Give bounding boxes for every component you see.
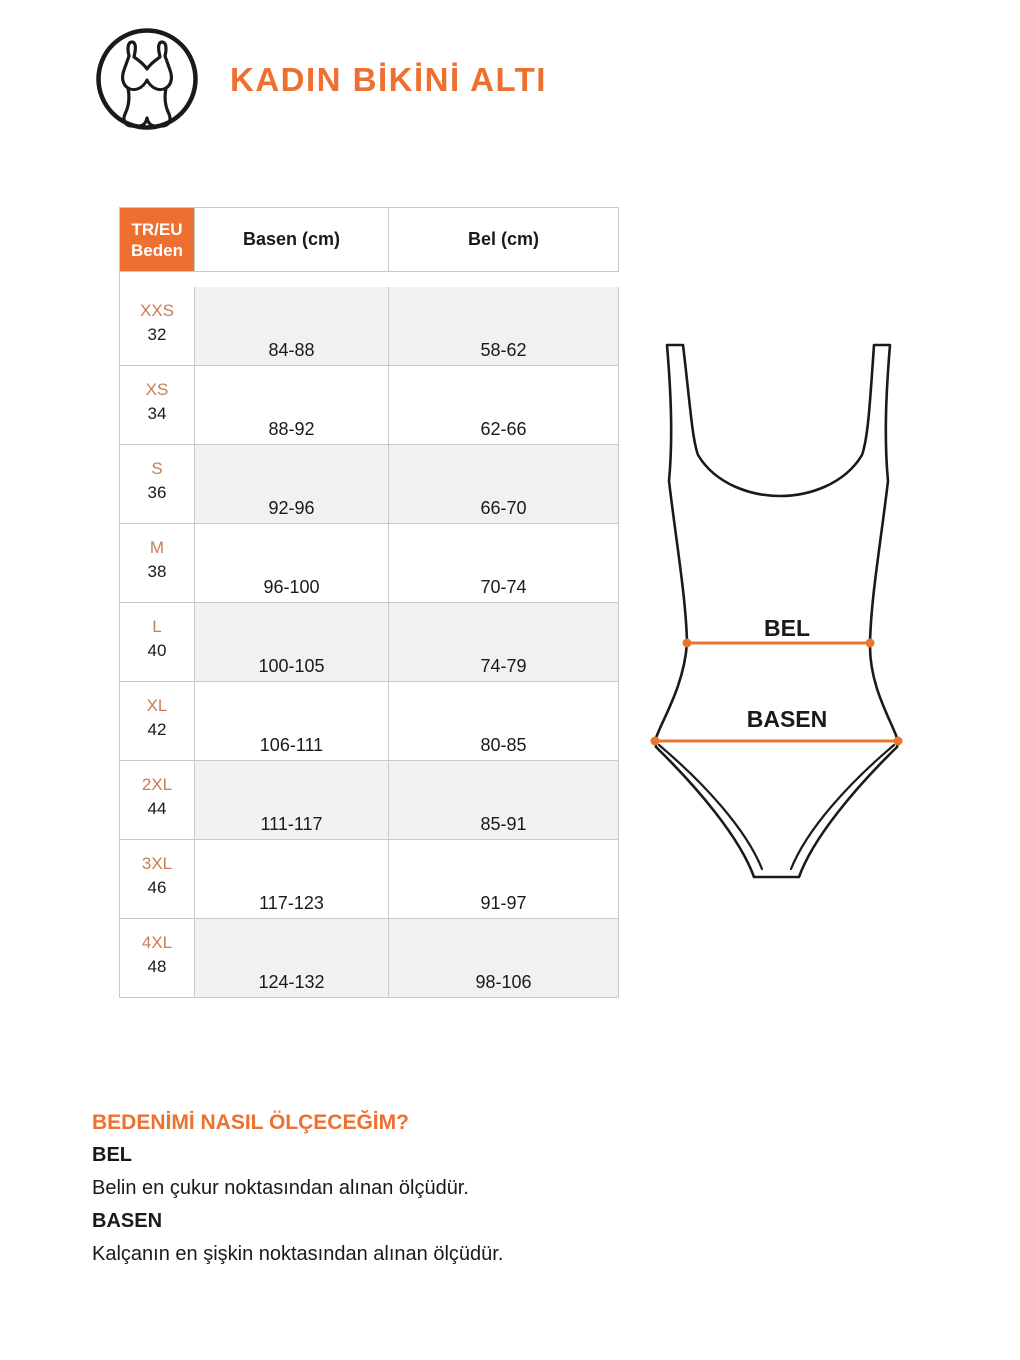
bel-line-dot-left xyxy=(682,638,692,648)
size-eu: 42 xyxy=(147,720,167,739)
size-code: 2XL xyxy=(141,775,173,794)
basen-label: BASEN xyxy=(747,706,828,732)
basen-line-dot-left xyxy=(650,736,660,746)
size-header-line1: TR/EU xyxy=(131,219,183,239)
size-eu: 40 xyxy=(147,641,167,660)
basen-value: 96-100 xyxy=(195,524,389,603)
size-cell: 3XL 46 xyxy=(120,840,195,919)
basen-value: 92-96 xyxy=(195,445,389,524)
basen-value: 84-88 xyxy=(195,287,389,366)
basen-term: BASEN xyxy=(92,1210,163,1232)
size-eu: 32 xyxy=(147,325,167,344)
swimsuit-diagram: BEL BASEN xyxy=(650,343,903,879)
bel-line-dot-right xyxy=(865,638,875,648)
size-code: XXS xyxy=(139,301,175,320)
size-code: 3XL xyxy=(141,854,173,873)
size-cell: XL 42 xyxy=(120,682,195,761)
bel-value: 98-106 xyxy=(389,919,619,998)
size-eu: 38 xyxy=(147,562,167,581)
size-eu: 46 xyxy=(147,878,167,897)
bel-value: 74-79 xyxy=(389,603,619,682)
size-cell: S 36 xyxy=(120,445,195,524)
howto-section: BEDENİMİ NASIL ÖLÇECEĞİM? BEL Belin en ç… xyxy=(92,1106,732,1271)
bel-value: 70-74 xyxy=(389,524,619,603)
table-header-basen: Basen (cm) xyxy=(195,208,389,272)
bel-label: BEL xyxy=(764,615,810,641)
size-cell: XS 34 xyxy=(120,366,195,445)
size-eu: 36 xyxy=(147,483,167,502)
bel-value: 62-66 xyxy=(389,366,619,445)
basen-value: 100-105 xyxy=(195,603,389,682)
bel-value: 85-91 xyxy=(389,761,619,840)
bel-value: 80-85 xyxy=(389,682,619,761)
size-code: 4XL xyxy=(141,933,173,952)
size-eu: 34 xyxy=(147,404,167,423)
size-cell: 4XL 48 xyxy=(120,919,195,998)
table-header-bel: Bel (cm) xyxy=(389,208,619,272)
size-code: XS xyxy=(145,380,169,399)
size-code: S xyxy=(151,459,163,478)
basen-value: 117-123 xyxy=(195,840,389,919)
howto-heading: BEDENİMİ NASIL ÖLÇECEĞİM? xyxy=(92,1111,409,1134)
basen-value: 124-132 xyxy=(195,919,389,998)
basen-description: Kalçanın en şişkin noktasından alınan öl… xyxy=(92,1243,504,1265)
basen-value: 88-92 xyxy=(195,366,389,445)
size-code: M xyxy=(149,538,165,557)
size-cell: L 40 xyxy=(120,603,195,682)
basen-line-dot-right xyxy=(893,736,903,746)
bel-value: 58-62 xyxy=(389,287,619,366)
size-cell: 2XL 44 xyxy=(120,761,195,840)
bel-term: BEL xyxy=(92,1144,132,1166)
bel-description: Belin en çukur noktasından alınan ölçüdü… xyxy=(92,1177,469,1199)
swimsuit-icon xyxy=(96,28,198,130)
page-title: KADIN BİKİNİ ALTI xyxy=(230,61,547,98)
basen-value: 111-117 xyxy=(195,761,389,840)
bel-value: 91-97 xyxy=(389,840,619,919)
size-table: TR/EU Beden Basen (cm) Bel (cm) XXS 32 8… xyxy=(119,207,619,998)
size-eu: 48 xyxy=(147,957,167,976)
table-header-size: TR/EU Beden xyxy=(120,208,195,272)
size-cell: M 38 xyxy=(120,524,195,603)
size-cell: XXS 32 xyxy=(120,287,195,366)
size-header-line2: Beden xyxy=(131,240,183,260)
size-eu: 44 xyxy=(147,799,167,818)
size-code: XL xyxy=(146,696,168,715)
bel-value: 66-70 xyxy=(389,445,619,524)
basen-value: 106-111 xyxy=(195,682,389,761)
size-code: L xyxy=(152,617,162,636)
